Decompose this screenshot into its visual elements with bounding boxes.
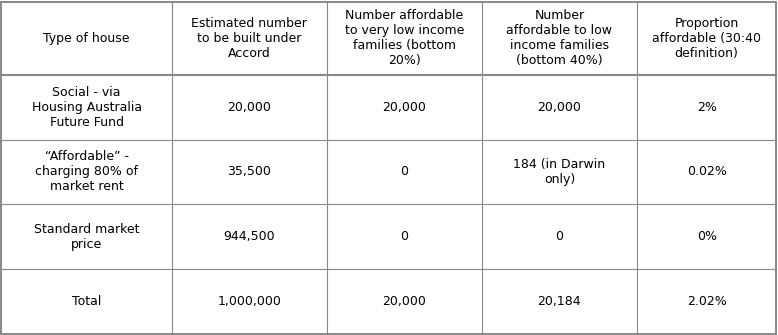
Text: 20,000: 20,000 bbox=[227, 101, 272, 114]
Text: 20,000: 20,000 bbox=[538, 101, 581, 114]
Text: Standard market
price: Standard market price bbox=[34, 223, 139, 251]
Text: 20,000: 20,000 bbox=[383, 101, 426, 114]
Text: 944,500: 944,500 bbox=[223, 230, 275, 243]
Text: Type of house: Type of house bbox=[44, 32, 130, 45]
Text: 184 (in Darwin
only): 184 (in Darwin only) bbox=[513, 158, 605, 186]
Text: Proportion
affordable (30:40
definition): Proportion affordable (30:40 definition) bbox=[652, 17, 761, 60]
Text: 20,000: 20,000 bbox=[383, 295, 426, 308]
Text: 0.02%: 0.02% bbox=[687, 165, 727, 179]
Text: Number affordable
to very low income
families (bottom
20%): Number affordable to very low income fam… bbox=[345, 9, 464, 67]
Text: 20,184: 20,184 bbox=[538, 295, 581, 308]
Text: 2%: 2% bbox=[696, 101, 717, 114]
Text: “Affordable” -
charging 80% of
market rent: “Affordable” - charging 80% of market re… bbox=[35, 150, 138, 193]
Text: 35,500: 35,500 bbox=[227, 165, 272, 179]
Text: 0: 0 bbox=[401, 165, 408, 179]
Text: Estimated number
to be built under
Accord: Estimated number to be built under Accor… bbox=[191, 17, 307, 60]
Text: 1,000,000: 1,000,000 bbox=[217, 295, 282, 308]
Text: 0: 0 bbox=[555, 230, 563, 243]
Text: Number
affordable to low
income families
(bottom 40%): Number affordable to low income families… bbox=[506, 9, 612, 67]
Text: 2.02%: 2.02% bbox=[687, 295, 727, 308]
Text: Total: Total bbox=[72, 295, 101, 308]
Text: Social - via
Housing Australia
Future Fund: Social - via Housing Australia Future Fu… bbox=[32, 86, 142, 129]
Text: 0%: 0% bbox=[696, 230, 717, 243]
Text: 0: 0 bbox=[401, 230, 408, 243]
